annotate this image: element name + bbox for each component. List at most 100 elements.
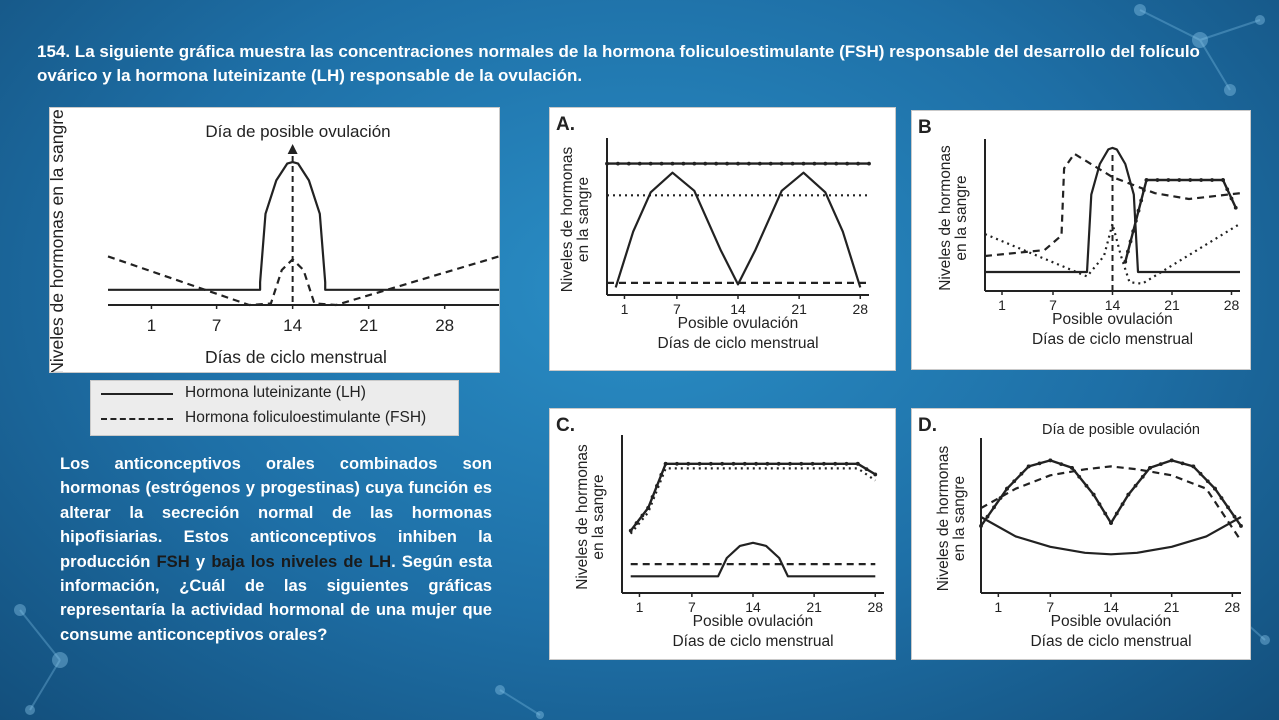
series-marker	[640, 513, 645, 518]
series-marker	[725, 161, 729, 166]
series-marker	[648, 161, 653, 166]
series-marker	[1180, 461, 1185, 466]
series-marker	[1233, 205, 1238, 210]
x-tick-label: 7	[212, 316, 221, 335]
y-axis-label-line1: Niveles de hormonas	[937, 145, 954, 291]
legend-label-fsh: Hormona foliculoestimulante (FSH)	[185, 409, 427, 426]
x-tick-label: 7	[673, 301, 681, 317]
series-marker	[1225, 187, 1230, 192]
chart-main: Niveles de hormonas en la sangre Día de …	[50, 109, 499, 372]
y-axis-label-line2: en la sangre	[590, 474, 607, 559]
series-line-2	[980, 465, 1242, 542]
series-line-2	[1124, 178, 1237, 263]
series-marker	[1026, 464, 1031, 469]
y-axis-label: Niveles de hormonasen la sangre	[935, 445, 968, 591]
x-tick-label: 28	[852, 301, 868, 317]
ovulation-arrow	[287, 144, 298, 154]
series-marker	[788, 461, 792, 466]
ylabel-main: Niveles de hormonas en la sangre	[50, 109, 67, 372]
series-marker	[1166, 178, 1171, 182]
series-marker	[1128, 239, 1133, 244]
x-tick-label: 21	[1164, 297, 1180, 313]
series-marker	[1221, 178, 1225, 182]
series-marker	[675, 461, 679, 466]
ylabel-main-line1: Niveles de hormonas en la sangre	[50, 109, 67, 372]
series-marker	[681, 161, 686, 166]
series-marker	[686, 461, 691, 466]
series-marker	[626, 161, 631, 166]
series-marker	[768, 161, 773, 166]
series-marker	[998, 496, 1003, 500]
x-axis-sublabel: Posible ovulación	[693, 613, 814, 630]
series-marker	[1139, 198, 1144, 203]
x-tick-label: 28	[867, 599, 883, 615]
x-tick-label: 14	[730, 301, 746, 317]
series-marker	[867, 161, 871, 166]
series-marker	[708, 461, 713, 466]
legend-item-lh: Hormona luteinizante (LH)	[91, 382, 458, 406]
series-marker	[1199, 178, 1204, 182]
series-marker	[1148, 465, 1152, 470]
legend-item-fsh: Hormona foliculoestimulante (FSH)	[91, 407, 458, 431]
series-line-4	[614, 171, 862, 288]
option-a-panel[interactable]: 1 7 14 21 28 A. Niveles de hormonasen la sangr…	[549, 107, 896, 371]
desc-highlight-fsh: FSH	[156, 551, 190, 571]
series-marker	[992, 505, 996, 510]
panel-label: C.	[556, 415, 575, 436]
series-marker	[1144, 178, 1149, 182]
series-line-4	[630, 541, 876, 578]
series-marker	[1133, 219, 1138, 223]
series-marker	[765, 461, 770, 466]
series-marker	[754, 461, 758, 466]
series-marker	[801, 161, 806, 166]
chart-option-a: 1 7 14 21 28 A. Niveles de hormonasen la sangr…	[556, 114, 871, 352]
series-line-3	[984, 152, 1241, 258]
option-c-panel[interactable]: 1 7 14 21 28 C. Niveles de hormonasen la sangr…	[549, 408, 896, 660]
y-axis-label: Niveles de hormonasen la sangre	[559, 146, 592, 292]
series-marker	[834, 161, 839, 166]
series-marker	[1198, 471, 1203, 476]
x-tick-label: 28	[435, 316, 454, 335]
option-d-panel[interactable]: 1 7 14 21 28 D. Niveles de hormonasen la sangr…	[911, 408, 1251, 660]
series-marker	[1210, 178, 1214, 182]
series-marker	[821, 461, 826, 466]
legend-dashed-line	[101, 418, 173, 420]
x-axis-sublabel: Posible ovulación	[1052, 311, 1173, 328]
series-marker	[1140, 474, 1145, 479]
y-axis-label: Niveles de hormonasen la sangre	[574, 444, 607, 590]
series-marker	[1155, 178, 1160, 182]
series-marker	[1177, 178, 1182, 182]
x-tick-label: 14	[745, 599, 761, 615]
x-tick-label: 21	[791, 301, 807, 317]
series-line-1	[980, 459, 1242, 527]
y-axis-label-line1: Niveles de hormonas	[935, 445, 952, 591]
series-marker	[757, 161, 762, 166]
series-marker	[714, 161, 719, 166]
series-line-2	[107, 255, 499, 307]
question-description: Los anticonceptivos orales combinados so…	[60, 452, 492, 647]
series-marker	[1205, 479, 1210, 484]
series-marker	[616, 161, 620, 166]
desc-part2: y	[189, 551, 212, 571]
series-marker	[663, 461, 668, 466]
series-marker	[605, 161, 609, 166]
series-marker	[1131, 229, 1136, 234]
series-marker	[1084, 483, 1089, 488]
x-axis-label: Días de ciclo menstrual	[1030, 633, 1191, 650]
series-marker	[670, 161, 675, 166]
series-marker	[1226, 505, 1230, 510]
series-marker	[1103, 511, 1108, 516]
series-marker	[1097, 502, 1102, 506]
series-marker	[864, 467, 869, 472]
series-marker	[844, 461, 849, 466]
series-marker	[697, 461, 702, 466]
y-axis-label-line2: en la sangre	[951, 476, 968, 561]
x-axis-sublabel: Posible ovulación	[678, 315, 799, 332]
series-line-4	[984, 222, 1241, 285]
series-marker	[1048, 458, 1053, 463]
series-marker	[742, 461, 747, 466]
series-marker	[812, 161, 817, 166]
option-b-panel[interactable]: 1 7 14 21 28 B Niveles de hormonasen la sangre…	[911, 110, 1251, 370]
series-marker	[1191, 464, 1196, 469]
x-tick-label: 1	[621, 301, 629, 317]
